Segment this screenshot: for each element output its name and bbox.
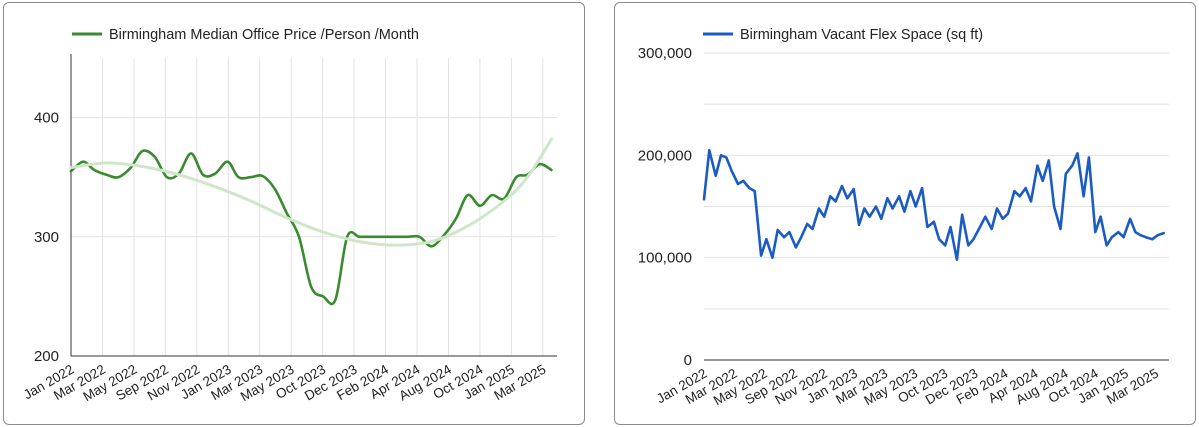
series-lines — [69, 137, 553, 306]
legend-label-office-price: Birmingham Median Office Price /Person /… — [109, 27, 419, 43]
trendline — [69, 137, 553, 247]
legend-label-flex-space: Birmingham Vacant Flex Space (sq ft) — [740, 27, 983, 43]
chart-panel-office-price: 200 300 400 Jan 2022 Mar 2022 May 2022 Sep 20… — [3, 2, 585, 425]
series-line-0 — [69, 149, 553, 306]
grid-lines — [704, 52, 1169, 361]
y-tick-label: 300,000 — [638, 45, 692, 62]
y-tick-label: 0 — [684, 352, 692, 369]
y-axis-labels: 200 300 400 — [34, 110, 59, 365]
y-tick-label: 300 — [34, 229, 59, 246]
y-tick-label: 200,000 — [638, 147, 692, 164]
y-tick-label: 100,000 — [638, 250, 692, 267]
axes — [70, 54, 557, 357]
y-tick-label: 200 — [34, 348, 59, 365]
y-axis-labels: 0 100,000 200,000 300,000 — [638, 45, 692, 369]
grid-lines — [70, 58, 557, 357]
chart-panel-flex-space: 0 100,000 200,000 300,000 Jan 2022 Mar 2022 M… — [614, 2, 1196, 425]
legend: Birmingham Vacant Flex Space (sq ft) — [703, 27, 983, 43]
legend: Birmingham Median Office Price /Person /… — [72, 27, 419, 43]
series-line-0 — [702, 148, 1165, 261]
y-tick-label: 400 — [34, 110, 59, 127]
series-lines — [702, 148, 1165, 261]
